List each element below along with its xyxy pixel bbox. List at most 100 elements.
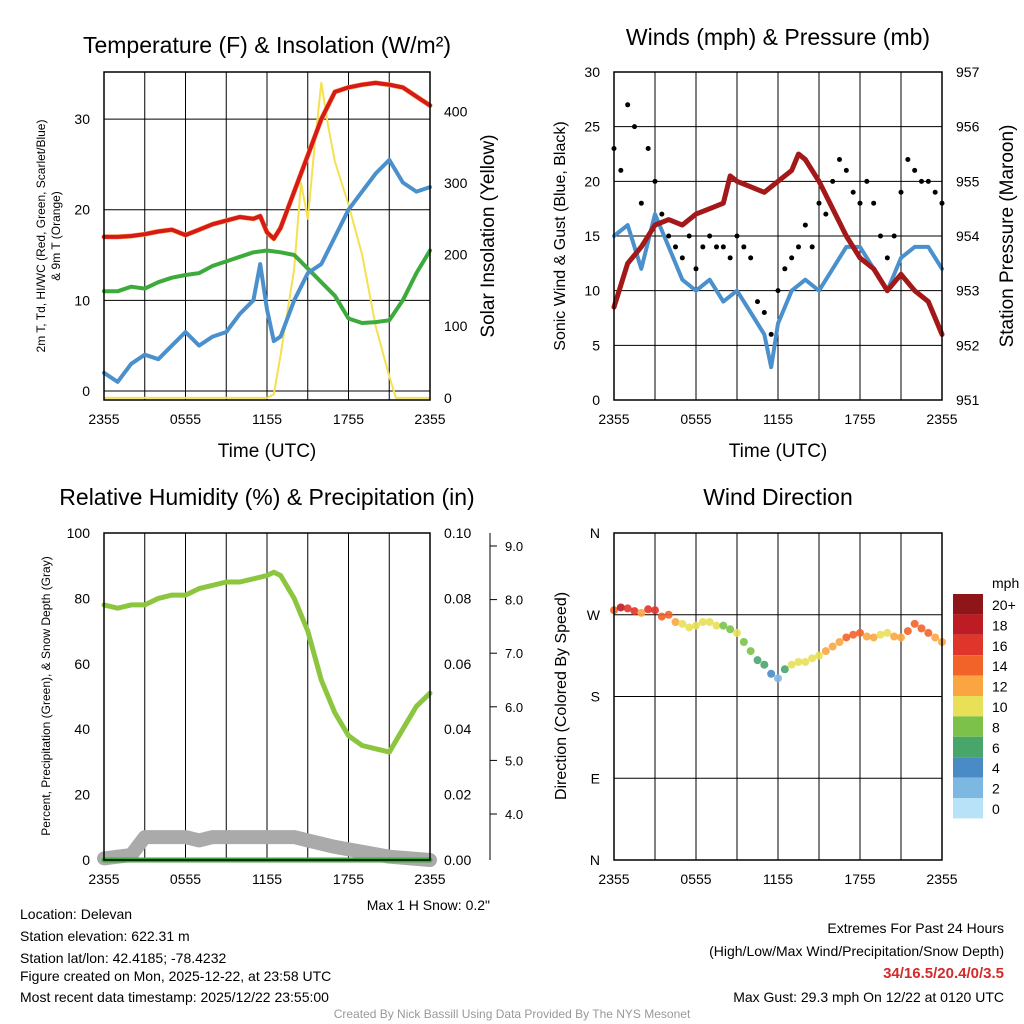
direction-point [657,612,666,621]
y-tick-label: N [590,852,600,868]
extremes-values: 34/16.5/20.4/0/3.5 [883,965,1004,982]
lat-lon: Station lat/lon: 42.4185; -78.4232 [20,950,227,966]
y-tick-label: 951 [956,392,980,408]
chart-title: Wind Direction [703,484,853,510]
y-tick-label: 5 [592,337,600,353]
legend-label: 16 [992,638,1008,654]
gust-point [707,233,713,239]
y-tick-label: 25 [584,119,600,135]
y-tick-label: 0.02 [444,787,471,803]
x-tick-label: 1755 [333,871,364,887]
y-tick-label: 30 [584,64,600,80]
y-tick-label: 300 [444,175,468,191]
y-tick-label: 954 [956,228,980,244]
gust-point [837,156,842,162]
gust-point [755,299,760,305]
direction-point [719,621,728,630]
windchill-line [102,157,432,384]
direction-point [910,619,919,628]
y-tick-label: 957 [956,64,980,80]
y-tick-label: 0 [444,390,452,406]
direction-point [746,647,755,656]
direction-point [685,623,694,632]
direction-point [678,619,687,628]
direction-point [733,628,741,637]
gust-point [802,222,808,228]
direction-point [808,654,817,663]
direction-point [897,633,905,642]
y-tick-label: 20 [74,202,90,218]
direction-point [671,618,680,627]
gust-point [919,178,924,184]
direction-point [883,628,892,637]
y2-axis-label: Solar Insolation (Yellow) [478,134,499,337]
gust-point [878,233,883,239]
y-tick-label: 15 [584,228,600,244]
y-tick-label: 0 [592,392,600,408]
gust-point [727,255,733,261]
legend-label: 20+ [992,597,1016,613]
direction-point [821,647,830,656]
legend-swatch [953,798,983,819]
gust-point [775,288,781,294]
gust-point [679,255,685,261]
extremes-sub: (High/Low/Max Wind/Precipitation/Snow De… [709,943,1004,959]
direction-point [815,651,823,660]
snow-tick-label: 4.0 [505,807,523,822]
gust-point [659,211,665,217]
legend-swatch [953,716,983,737]
x-tick-label: 2355 [88,411,119,427]
y-tick-label: N [590,525,600,541]
direction-point [787,660,796,669]
direction-point [616,603,625,612]
y-tick-label: 0.06 [444,656,471,672]
y-tick-label: 80 [74,590,90,606]
direction-point [931,633,940,642]
direction-point [780,665,789,674]
direction-point [753,656,762,665]
direction-point [739,638,748,646]
legend-label: 12 [992,679,1008,695]
gust-point [925,178,931,184]
gust-point [686,233,692,239]
gust-point [645,146,651,152]
x-tick-label: 2355 [88,871,119,887]
y-tick-label: S [591,689,600,705]
gust-point [884,255,890,261]
y-tick-label: 10 [74,292,90,308]
gust-point [693,266,699,272]
y-tick-label: E [591,770,600,786]
gust-point [891,233,897,239]
x-tick-label: 1155 [763,871,793,887]
location: Location: Delevan [20,906,133,922]
y-tick-label: 40 [74,721,90,737]
x-axis-label: Time (UTC) [729,441,828,462]
x-tick-label: 2355 [926,871,957,887]
y-tick-label: 952 [956,337,980,353]
plot-frame [613,532,943,861]
y-tick-label: 60 [74,656,90,672]
legend-label: 8 [992,719,1000,735]
legend-title: mph [992,575,1019,591]
gust-point [748,255,754,261]
gust-point [632,124,637,130]
legend-label: 14 [992,658,1008,674]
x-tick-label: 1155 [252,871,282,887]
plot-frame [103,532,431,861]
gust-point [768,331,774,337]
direction-point [726,625,735,634]
direction-point [712,621,721,630]
gust-point [625,102,631,108]
temp-line [102,80,432,241]
gust-point [741,244,747,250]
gust-point [850,189,856,195]
pressure-line [611,151,945,337]
snow-tick-label: 9.0 [505,539,523,554]
y2-axis-label: Station Pressure (Maroon) [997,125,1018,348]
direction-point [842,633,851,642]
direction-point [835,638,844,646]
gust-point [714,244,719,250]
gust-point [782,266,788,272]
direction-point [856,628,864,637]
insolation-line [103,81,431,399]
